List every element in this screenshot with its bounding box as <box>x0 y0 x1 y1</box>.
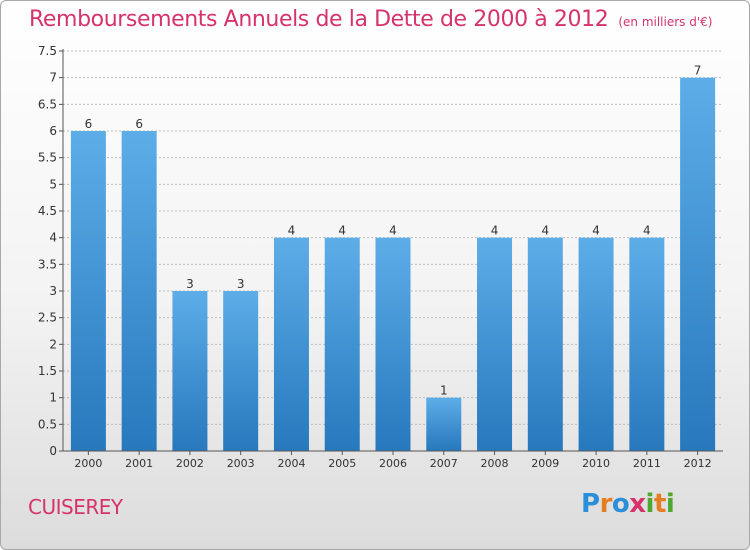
x-tick-label: 2007 <box>430 457 458 470</box>
bar <box>324 237 360 451</box>
bar <box>527 237 563 451</box>
y-tick-label: 6.5 <box>38 97 57 111</box>
y-tick-label: 3.5 <box>38 257 57 271</box>
labels: 0 0.5 1 1.5 2 2.5 3 3.5 4 4.5 5 5.5 6 6.5 7 7.5 6 2000 6 20… <box>38 44 712 470</box>
y-tick-label: 0 <box>49 444 57 458</box>
y-tick-label: 5 <box>49 177 57 191</box>
bar <box>70 131 106 451</box>
logo-letter: i <box>645 489 655 519</box>
data-label: 4 <box>592 224 600 238</box>
data-label: 6 <box>135 117 143 131</box>
data-label: 4 <box>389 224 397 238</box>
x-tick-label: 2002 <box>176 457 204 470</box>
x-tick-label: 2010 <box>582 457 610 470</box>
bar <box>680 77 716 452</box>
x-tick-label: 2009 <box>531 457 559 470</box>
data-label: 3 <box>186 277 194 291</box>
bar <box>629 237 665 451</box>
y-tick-label: 3 <box>49 284 57 298</box>
logo-letter: i <box>665 489 675 519</box>
y-tick-label: 5.5 <box>38 151 57 165</box>
x-tick-label: 2008 <box>481 457 509 470</box>
logo-letter: P <box>581 489 600 519</box>
chart-title-text: Remboursements Annuels de la Dette de 20… <box>29 7 609 32</box>
y-tick-label: 2 <box>49 337 57 351</box>
logo-letter: t <box>653 489 666 519</box>
bar <box>477 237 513 451</box>
bar <box>426 397 462 451</box>
y-tick-label: 7.5 <box>38 44 57 58</box>
y-tick-label: 7 <box>49 71 57 85</box>
chart-title: Remboursements Annuels de la Dette de 20… <box>29 7 712 32</box>
data-label: 4 <box>288 224 296 238</box>
x-tick-label: 2012 <box>684 457 712 470</box>
y-tick-label: 0.5 <box>38 417 57 431</box>
data-label: 7 <box>694 64 702 78</box>
bar <box>375 237 411 451</box>
y-tick-label: 4 <box>49 231 57 245</box>
data-label: 4 <box>338 224 346 238</box>
x-tick-label: 2006 <box>379 457 407 470</box>
y-tick-label: 1.5 <box>38 364 57 378</box>
data-label: 3 <box>237 277 245 291</box>
x-tick-label: 2001 <box>125 457 153 470</box>
bar <box>578 237 614 451</box>
bar <box>121 131 157 451</box>
data-label: 4 <box>491 224 499 238</box>
bar <box>273 237 309 451</box>
y-tick-label: 1 <box>49 391 57 405</box>
data-label: 4 <box>541 224 549 238</box>
proxiti-logo[interactable]: Proxiti <box>581 489 675 519</box>
data-label: 6 <box>85 117 93 131</box>
logo-letter: o <box>611 489 630 519</box>
x-tick-label: 2005 <box>328 457 356 470</box>
data-label: 1 <box>440 384 448 398</box>
axes <box>59 49 723 455</box>
data-label: 4 <box>643 224 651 238</box>
bar <box>223 291 259 451</box>
bar <box>172 291 208 451</box>
y-tick-label: 4.5 <box>38 204 57 218</box>
logo-letter: r <box>599 489 613 519</box>
logo-letter: x <box>629 489 646 519</box>
y-tick-label: 6 <box>49 124 57 138</box>
y-tick-label: 2.5 <box>38 311 57 325</box>
bars <box>70 77 716 452</box>
city-name: CUISEREY <box>28 495 123 519</box>
x-tick-label: 2004 <box>277 457 305 470</box>
x-tick-label: 2011 <box>633 457 661 470</box>
chart-unit: (en milliers d'€) <box>618 15 713 29</box>
x-tick-label: 2003 <box>227 457 255 470</box>
x-tick-label: 2000 <box>74 457 102 470</box>
